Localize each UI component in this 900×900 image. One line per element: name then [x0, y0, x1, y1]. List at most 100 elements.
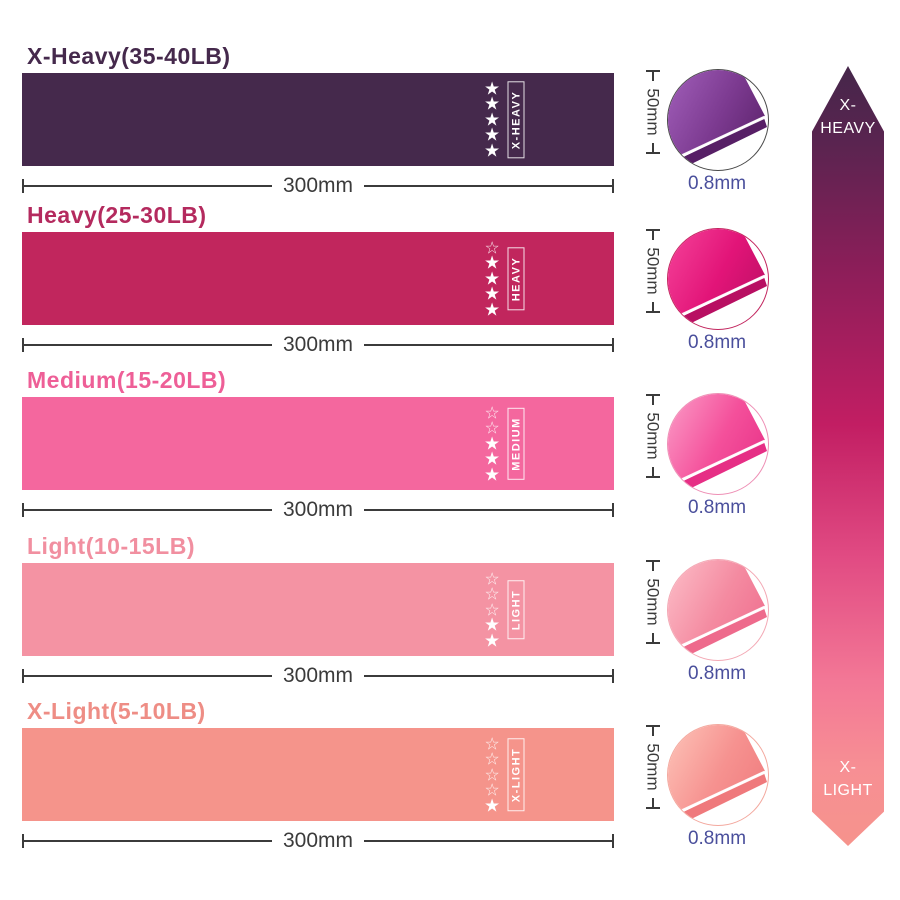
- dimension-line: [24, 509, 272, 511]
- arrow-top-label-line2: HEAVY: [820, 120, 876, 138]
- star-filled-icon: ★: [484, 77, 501, 98]
- width-dimension-label: 300mm: [282, 498, 354, 521]
- dimension-line: [652, 302, 654, 311]
- dimension-line: [652, 72, 654, 81]
- star-filled-icon: ★: [484, 267, 501, 288]
- dimension-tick: [646, 560, 660, 562]
- star-filled-icon: ★: [484, 124, 501, 145]
- band-bar: ☆ ☆ ☆ ★ ★ LIGHT: [22, 563, 614, 656]
- dimension-tick: [612, 338, 614, 352]
- dimension-tick: [22, 503, 24, 517]
- height-dimension-label: 50mm: [644, 578, 664, 626]
- dimension-line: [652, 562, 654, 571]
- star-outline-icon: ☆: [484, 764, 500, 784]
- star-rating: ☆ ☆ ☆ ☆ ★: [484, 735, 501, 815]
- star-filled-icon: ★: [484, 463, 501, 484]
- dimension-line: [364, 185, 612, 187]
- band-label-tag: MEDIUM: [507, 407, 525, 480]
- dimension-tick: [612, 179, 614, 193]
- height-dimension-label: 50mm: [644, 412, 664, 460]
- dimension-line: [364, 675, 612, 677]
- width-dimension: 300mm: [22, 332, 614, 358]
- band-label-tag: X-HEAVY: [507, 81, 525, 158]
- dimension-tick: [646, 807, 660, 809]
- dimension-tick: [646, 70, 660, 72]
- dimension-tick: [646, 229, 660, 231]
- dimension-line: [652, 798, 654, 807]
- star-filled-icon: ★: [484, 614, 501, 635]
- dimension-line: [652, 633, 654, 642]
- dimension-tick: [612, 503, 614, 517]
- band-fold-photo: [667, 228, 769, 330]
- dimension-tick: [22, 669, 24, 683]
- thickness-label: 0.8mm: [687, 173, 747, 194]
- star-filled-icon: ★: [484, 252, 501, 273]
- band-bar: ☆ ★ ★ ★ ★ HEAVY: [22, 232, 614, 325]
- dimension-tick: [22, 834, 24, 848]
- band-label-tag: LIGHT: [507, 580, 525, 639]
- star-outline-icon: ☆: [484, 418, 500, 438]
- height-dimension-label: 50mm: [644, 247, 664, 295]
- dimension-line: [24, 344, 272, 346]
- star-rating: ☆ ☆ ★ ★ ★: [484, 402, 501, 484]
- dimension-line: [652, 396, 654, 405]
- height-dimension-label: 50mm: [644, 743, 664, 791]
- dimension-tick: [646, 152, 660, 154]
- dimension-tick: [646, 311, 660, 313]
- dimension-line: [652, 143, 654, 152]
- star-rating: ☆ ☆ ☆ ★ ★: [484, 568, 501, 648]
- star-outline-icon: ☆: [484, 584, 500, 604]
- dimension-line: [24, 675, 272, 677]
- band-fold-photo: [667, 69, 769, 171]
- dimension-line: [24, 185, 272, 187]
- star-filled-icon: ★: [484, 108, 501, 129]
- band-fold-photo: [667, 393, 769, 495]
- width-dimension-label: 300mm: [282, 333, 354, 356]
- dimension-tick: [646, 476, 660, 478]
- star-rating: ☆ ★ ★ ★ ★: [484, 237, 501, 317]
- thickness-label: 0.8mm: [687, 828, 747, 849]
- band-title: Medium(15-20LB): [27, 367, 227, 393]
- dimension-line: [364, 509, 612, 511]
- width-dimension: 300mm: [22, 497, 614, 523]
- star-outline-icon: ☆: [484, 780, 500, 800]
- star-filled-icon: ★: [484, 139, 501, 160]
- thickness-label: 0.8mm: [687, 497, 747, 518]
- dimension-tick: [612, 834, 614, 848]
- star-filled-icon: ★: [484, 93, 501, 114]
- band-title: X-Heavy(35-40LB): [27, 43, 231, 69]
- star-outline-icon: ☆: [484, 402, 500, 422]
- arrow-bottom-label-line2: LIGHT: [823, 781, 873, 799]
- star-filled-icon: ★: [484, 794, 501, 815]
- star-outline-icon: ☆: [484, 568, 500, 588]
- star-outline-icon: ☆: [484, 749, 500, 769]
- dimension-line: [364, 840, 612, 842]
- dimension-line: [652, 231, 654, 240]
- star-outline-icon: ☆: [484, 237, 500, 257]
- resistance-scale-arrow: X- HEAVY X- LIGHT: [812, 66, 884, 846]
- star-rating: ★ ★ ★ ★ ★: [484, 77, 501, 160]
- dimension-tick: [646, 642, 660, 644]
- band-section-light: Light(10-15LB) ☆ ☆ ☆ ★ ★ LIGHT 300mm 50mm 0.…: [22, 533, 792, 701]
- dimension-tick: [646, 725, 660, 727]
- height-dimension: 50mm: [638, 229, 668, 327]
- height-dimension: 50mm: [638, 394, 668, 492]
- dimension-line: [24, 840, 272, 842]
- arrow-top-label-line1: X-: [839, 97, 857, 114]
- band-section-x-heavy: X-Heavy(35-40LB) ★ ★ ★ ★ ★ X-HEAVY 300mm 50m…: [22, 43, 792, 211]
- band-fold-photo: [667, 559, 769, 661]
- band-section-heavy: Heavy(25-30LB) ☆ ★ ★ ★ ★ HEAVY 300mm 50mm 0.…: [22, 202, 792, 370]
- height-dimension-label: 50mm: [644, 88, 664, 136]
- band-label-tag: X-LIGHT: [507, 738, 525, 811]
- dimension-tick: [646, 394, 660, 396]
- band-fold-photo: [667, 724, 769, 826]
- band-section-medium: Medium(15-20LB) ☆ ☆ ★ ★ ★ MEDIUM 300mm 50mm …: [22, 367, 792, 535]
- dimension-tick: [22, 179, 24, 193]
- arrow-bottom-label: X- LIGHT: [812, 756, 884, 802]
- arrow-top-label: X- HEAVY: [812, 94, 884, 140]
- dimension-tick: [612, 669, 614, 683]
- dimension-line: [652, 727, 654, 736]
- thickness-label: 0.8mm: [687, 663, 747, 684]
- width-dimension: 300mm: [22, 828, 614, 854]
